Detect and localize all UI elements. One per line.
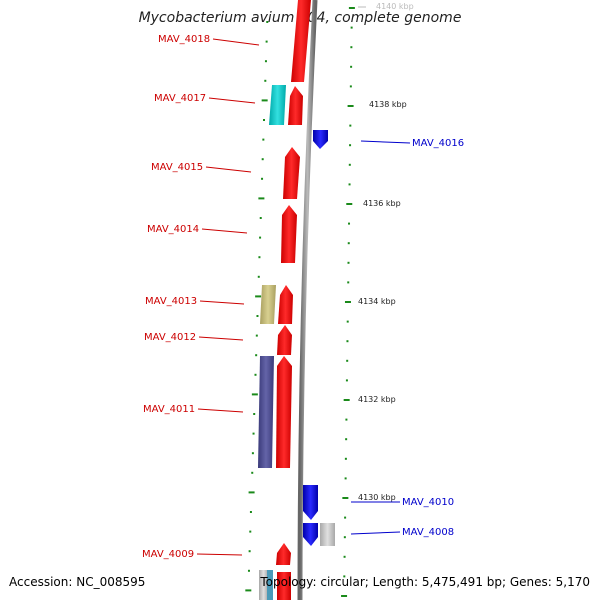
leader-line — [198, 336, 244, 341]
scale-label-4134: 4134 kbp — [358, 297, 396, 306]
gene-label-MAV_4011[interactable]: MAV_4011 — [143, 404, 195, 415]
leader-line — [212, 38, 260, 46]
gene-label-MAV_4009[interactable]: MAV_4009 — [142, 549, 194, 560]
gene-MAV_4017[interactable] — [288, 86, 303, 125]
leader-line — [350, 531, 401, 535]
scale-label-4136: 4136 kbp — [363, 199, 401, 208]
gene-MAV_4016[interactable] — [313, 130, 328, 149]
gene-MAV_4009[interactable] — [276, 543, 291, 565]
gene-MAV_4011[interactable] — [276, 356, 292, 468]
leader-line — [201, 228, 248, 234]
leader-line — [199, 300, 245, 305]
gene-MAV_4013[interactable] — [278, 285, 293, 324]
gene-label-MAV_4012[interactable]: MAV_4012 — [144, 332, 196, 343]
leader-line — [360, 140, 411, 144]
gene-MAV_4014[interactable] — [281, 205, 297, 263]
feature-khaki — [260, 285, 276, 324]
outer-ticks — [341, 7, 355, 597]
genome-backbone — [297, 0, 318, 600]
gene-MAV_4015[interactable] — [283, 147, 300, 199]
gene-label-MAV_4015[interactable]: MAV_4015 — [151, 162, 203, 173]
leader-line — [205, 166, 252, 173]
gene-MAV_4010[interactable] — [303, 485, 318, 520]
gene-MAV_4012[interactable] — [277, 325, 292, 355]
feature-bottom-teal — [267, 570, 273, 600]
leader-line — [208, 97, 256, 104]
scale-label-4132: 4132 kbp — [358, 395, 396, 404]
gene-label-MAV_4008[interactable]: MAV_4008 — [402, 527, 454, 538]
gene-label-MAV_4013[interactable]: MAV_4013 — [145, 296, 197, 307]
gene-label-MAV_4018[interactable]: MAV_4018 — [158, 34, 210, 45]
feature-grey — [320, 523, 335, 546]
inner-ticks — [245, 21, 269, 592]
gene-label-MAV_4017[interactable]: MAV_4017 — [154, 93, 206, 104]
feature-bottom-grey — [259, 570, 268, 600]
scale-label-4130: 4130 kbp — [358, 493, 396, 502]
feature-cyan — [269, 85, 286, 125]
gene-label-MAV_4010[interactable]: MAV_4010 — [402, 497, 454, 508]
gene-MAV_4008[interactable] — [303, 523, 318, 546]
genome-summary: Topology: circular; Length: 5,475,491 bp… — [260, 575, 590, 589]
accession-text: Accession: NC_008595 — [9, 575, 146, 589]
scale-label-4140: 4140 kbp — [376, 2, 414, 11]
gene-label-MAV_4016[interactable]: MAV_4016 — [412, 138, 464, 149]
scale-label-4138: 4138 kbp — [369, 100, 407, 109]
gene-label-MAV_4014[interactable]: MAV_4014 — [147, 224, 199, 235]
leader-line — [196, 553, 243, 556]
gene-partial-bottom — [277, 572, 291, 600]
gene-MAV_4018[interactable] — [291, 0, 311, 82]
leader-line — [197, 408, 244, 413]
feature-purple — [258, 356, 274, 468]
